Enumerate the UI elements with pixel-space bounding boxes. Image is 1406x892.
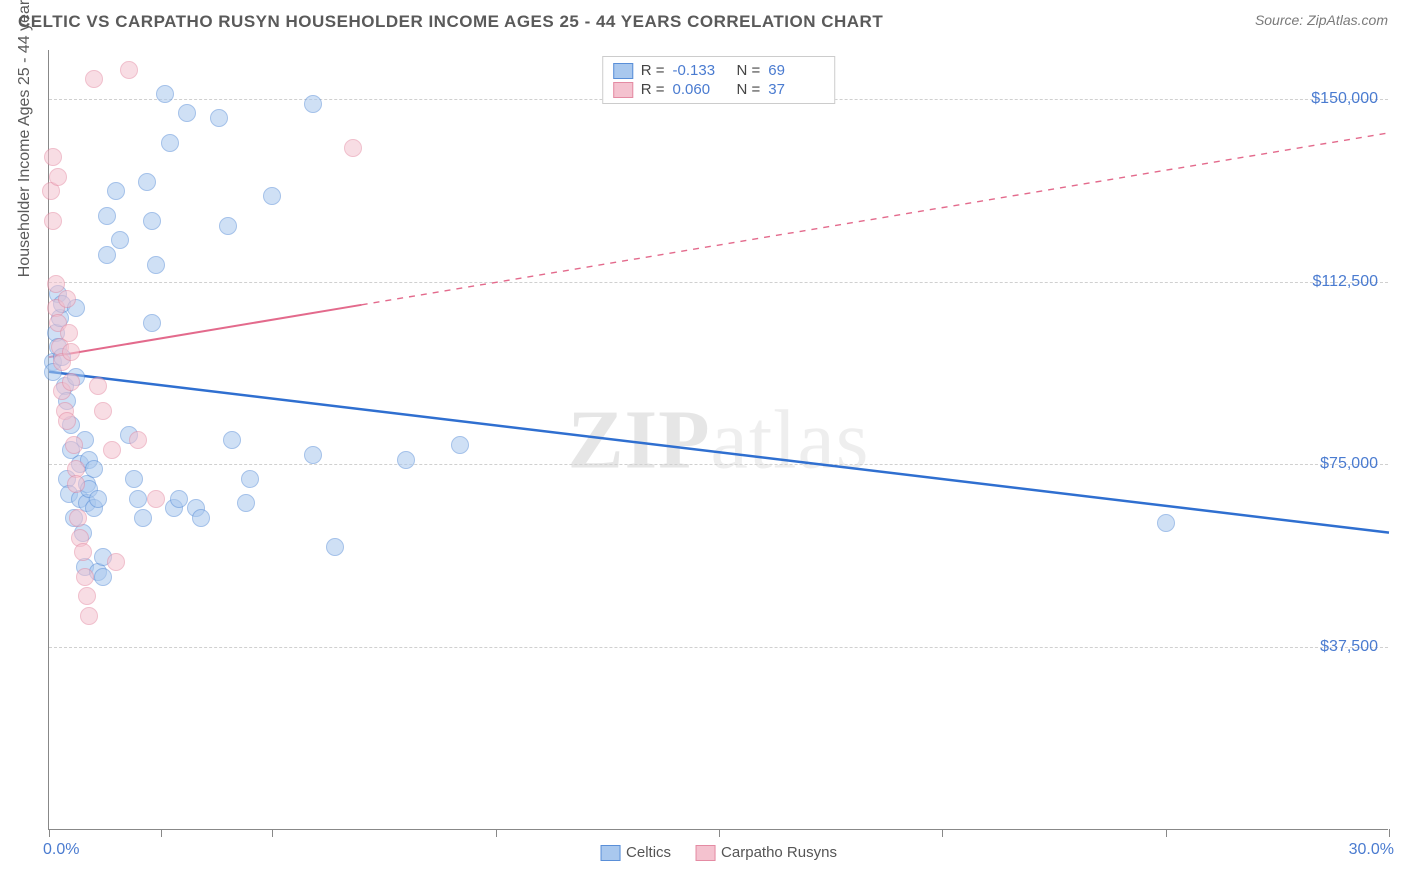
data-point [178,104,196,122]
x-tick [1166,829,1167,837]
data-point [94,402,112,420]
data-point [147,256,165,274]
x-axis-max: 30.0% [1349,841,1394,859]
data-point [94,568,112,586]
chart-plot-area: ZIPatlas $37,500$75,000$112,500$150,000 … [48,50,1388,830]
data-point [74,543,92,561]
y-axis-title: Householder Income Ages 25 - 44 years [16,0,34,277]
data-point [107,553,125,571]
data-point [44,148,62,166]
data-point [143,314,161,332]
data-point [129,490,147,508]
data-point [85,70,103,88]
data-point [58,290,76,308]
x-tick [272,829,273,837]
data-point [111,231,129,249]
x-tick [719,829,720,837]
x-tick [1389,829,1390,837]
legend-label-celtics: Celtics [626,844,671,861]
data-point [98,207,116,225]
data-point [78,587,96,605]
data-point [129,431,147,449]
data-point [170,490,188,508]
data-point [138,173,156,191]
x-tick [942,829,943,837]
data-point [89,377,107,395]
data-point [98,246,116,264]
legend-label-carpatho: Carpatho Rusyns [721,844,837,861]
data-point [107,182,125,200]
source-label: Source: ZipAtlas.com [1255,12,1388,28]
data-point [69,509,87,527]
data-point [60,324,78,342]
regression-lines [49,50,1388,829]
data-point [134,509,152,527]
chart-title: CELTIC VS CARPATHO RUSYN HOUSEHOLDER INC… [18,12,883,32]
data-point [62,373,80,391]
data-point [326,538,344,556]
data-point [125,470,143,488]
data-point [85,460,103,478]
data-point [65,436,83,454]
data-point [143,212,161,230]
data-point [397,451,415,469]
data-point [219,217,237,235]
data-point [58,412,76,430]
data-point [62,343,80,361]
data-point [76,568,94,586]
data-point [80,607,98,625]
data-point [451,436,469,454]
data-point [210,109,228,127]
data-point [120,61,138,79]
data-point [344,139,362,157]
x-axis-min: 0.0% [43,841,79,859]
data-point [304,95,322,113]
data-point [223,431,241,449]
data-point [1157,514,1175,532]
data-point [156,85,174,103]
data-point [192,509,210,527]
x-tick [161,829,162,837]
x-tick [49,829,50,837]
data-point [304,446,322,464]
data-point [161,134,179,152]
data-point [241,470,259,488]
data-point [44,212,62,230]
legend-stats: R = -0.133 N = 69 R = 0.060 N = 37 [602,56,836,104]
legend-series: Celtics Carpatho Rusyns [600,844,837,861]
x-tick [496,829,497,837]
data-point [67,475,85,493]
data-point [237,494,255,512]
data-point [263,187,281,205]
data-point [49,168,67,186]
data-point [103,441,121,459]
data-point [147,490,165,508]
data-point [89,490,107,508]
